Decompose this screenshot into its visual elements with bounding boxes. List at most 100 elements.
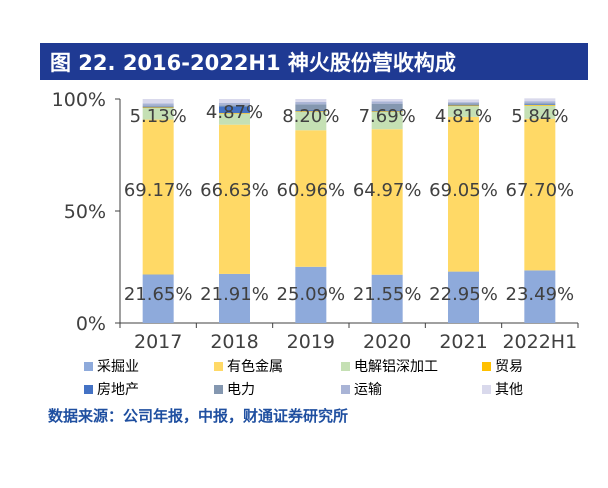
data-label: 21.55% xyxy=(353,284,422,305)
bar-segment xyxy=(142,99,174,104)
stacked-bar-chart: 0% 50% 100% 2017 2018 2019 2020 2021 2022H1 21.65… xyxy=(52,89,579,353)
bar-segment xyxy=(142,103,174,106)
data-label: 64.97% xyxy=(353,180,422,201)
bar-segment xyxy=(219,99,250,104)
legend-label: 房地产 xyxy=(97,382,139,398)
legend-item: 房地产 xyxy=(84,379,139,399)
bar-segment xyxy=(295,111,327,131)
bar-segment xyxy=(371,103,403,111)
bar-segment xyxy=(448,102,479,104)
data-label: 60.96% xyxy=(277,180,346,201)
bar-segment xyxy=(219,103,250,106)
legend-swatch xyxy=(341,361,350,371)
source-note: 数据来源：公司年报，中报，财通证券研究所 xyxy=(48,407,349,425)
x-tick-label: 2021 xyxy=(439,331,487,353)
bar-segment xyxy=(295,99,327,103)
bar-segment xyxy=(371,110,403,112)
bar-segment xyxy=(371,129,403,275)
data-label: 5.13% xyxy=(130,106,187,127)
data-label: 25.09% xyxy=(277,284,346,305)
legend-label: 电力 xyxy=(227,382,255,398)
bar-segment xyxy=(448,104,479,106)
legend-label: 有色金属 xyxy=(227,359,283,375)
bar-segment xyxy=(524,104,556,105)
data-label: 69.05% xyxy=(429,180,498,201)
bar-segment xyxy=(448,271,479,323)
bar-segment xyxy=(524,98,556,102)
x-tick-label: 2022H1 xyxy=(502,331,577,353)
bar-segment xyxy=(448,116,479,272)
data-label: 21.91% xyxy=(200,284,269,305)
legend-label: 采掘业 xyxy=(97,359,139,375)
bar-segment xyxy=(219,105,250,107)
bar-segment xyxy=(142,106,174,108)
legend-item: 电解铝深加工 xyxy=(341,356,438,376)
x-tick-label: 2017 xyxy=(134,331,182,353)
bar-segment xyxy=(295,104,327,111)
data-label: 67.70% xyxy=(506,180,575,201)
legend-label: 贸易 xyxy=(495,359,523,375)
bar-segment xyxy=(295,266,327,323)
bar-segment xyxy=(524,101,556,104)
bar-segment xyxy=(295,111,327,112)
data-label: 8.20% xyxy=(282,106,339,127)
bar-segment xyxy=(371,274,403,323)
bar-segment xyxy=(371,101,403,104)
y-tick-label: 0% xyxy=(76,313,106,335)
data-label: 66.63% xyxy=(200,180,269,201)
data-label: 7.69% xyxy=(359,106,416,127)
legend-item: 贸易 xyxy=(482,356,523,376)
bar-segment xyxy=(219,273,250,323)
bar-segment xyxy=(142,107,174,109)
y-tick-label: 50% xyxy=(64,201,106,223)
data-label: 69.17% xyxy=(124,180,193,201)
bar-segment xyxy=(448,105,479,107)
legend-swatch xyxy=(84,361,93,371)
data-label: 21.65% xyxy=(124,284,193,305)
bar-segment xyxy=(219,113,250,125)
bar-segment xyxy=(524,105,556,119)
bar-segment xyxy=(219,106,250,114)
y-tick-label: 100% xyxy=(52,89,106,111)
legend-label: 电解铝深加工 xyxy=(354,359,438,375)
title-bar: 图 22. 2016-2022H1 神火股份营收构成 xyxy=(40,43,588,80)
data-label: 23.49% xyxy=(506,284,575,305)
data-label: 4.81% xyxy=(435,106,492,127)
legend-item: 运输 xyxy=(341,379,382,399)
legend-swatch xyxy=(482,361,491,371)
data-label: 5.84% xyxy=(511,106,568,127)
bar-segment xyxy=(448,106,479,117)
bar-segment xyxy=(142,119,174,275)
legend-swatch xyxy=(341,384,350,394)
bar-segment xyxy=(448,103,479,105)
bar-segment xyxy=(219,113,250,114)
bar-segment xyxy=(371,99,403,102)
legend-item: 其他 xyxy=(482,379,523,399)
legend-swatch xyxy=(84,384,93,394)
chart-title: 图 22. 2016-2022H1 神火股份营收构成 xyxy=(50,51,456,75)
bar-segment xyxy=(142,105,174,107)
x-tick-label: 2018 xyxy=(210,331,258,353)
legend-item: 有色金属 xyxy=(214,356,283,376)
bar-segment xyxy=(219,124,250,274)
legend-label: 其他 xyxy=(495,382,523,398)
legend-item: 电力 xyxy=(214,379,255,399)
bar-segment xyxy=(295,102,327,105)
legend-label: 运输 xyxy=(354,382,382,398)
legend-swatch xyxy=(214,384,223,394)
legend-item: 采掘业 xyxy=(84,356,139,376)
bar-segment xyxy=(295,110,327,112)
x-tick-label: 2019 xyxy=(287,331,335,353)
legend-swatch xyxy=(214,361,223,371)
bar-segment xyxy=(142,274,174,323)
bar-segment xyxy=(142,108,174,120)
bar-segment xyxy=(371,111,403,112)
legend-swatch xyxy=(482,384,491,394)
data-label: 4.87% xyxy=(206,102,263,123)
x-tick-label: 2020 xyxy=(363,331,411,353)
bar-segment xyxy=(371,111,403,130)
bar-segment xyxy=(524,118,556,271)
bar-segment xyxy=(524,104,556,106)
bar-segment xyxy=(295,130,327,267)
bar-segment xyxy=(524,103,556,105)
